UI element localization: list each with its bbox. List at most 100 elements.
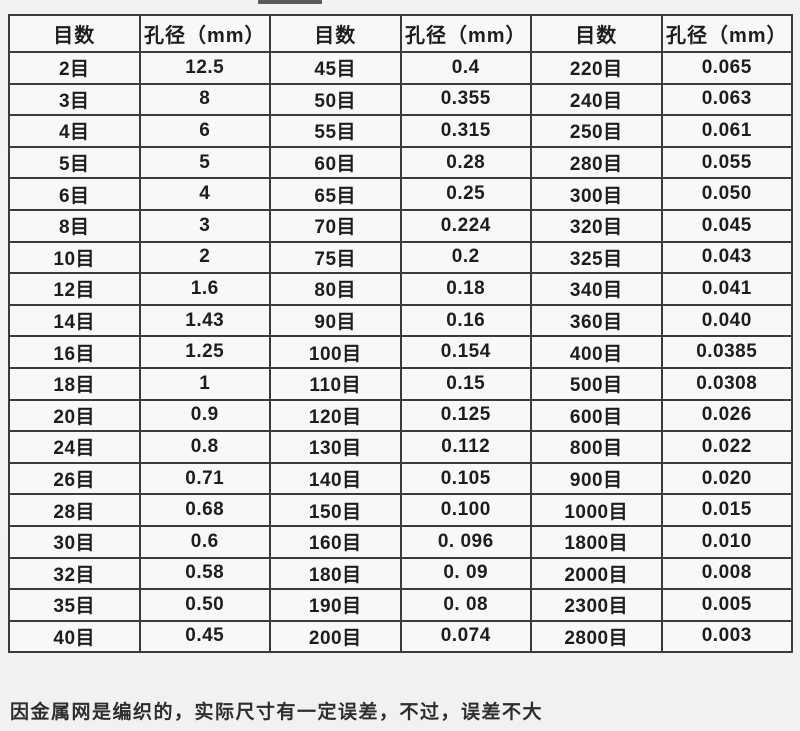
aperture-cell: 0.045 [660,208,793,243]
mesh-count-cell: 45目 [269,51,402,85]
table-row: 20目 0.9 120目 0.125 600目 0.026 [8,398,793,433]
mesh-count-header: 目数 [269,14,402,53]
mesh-count-cell: 190目 [269,588,402,622]
aperture-cell: 0.4 [399,51,532,85]
mesh-count-cell: 320目 [530,208,663,243]
aperture-cell: 0.074 [399,619,532,654]
aperture-cell: 0.315 [399,114,532,148]
aperture-cell: 0.100 [399,493,532,527]
bottom-note: 因金属网是编织的，实际尺寸有一定误差，不过，误差不大 [10,702,544,723]
aperture-cell: 3 [138,208,271,243]
aperture-header: 孔径（mm） [399,14,532,53]
table-row: 18目 1 110目 0.15 500目 0.0308 [8,366,793,401]
aperture-cell: 0.008 [660,556,793,591]
mesh-count-cell: 220目 [530,51,663,85]
aperture-cell: 0.055 [660,145,793,180]
mesh-count-cell: 2目 [8,51,141,85]
mesh-count-cell: 16目 [8,335,141,369]
aperture-cell: 0.154 [399,335,532,369]
mesh-count-cell: 35目 [8,588,141,622]
mesh-count-cell: 90目 [269,303,402,338]
mesh-count-cell: 300目 [530,177,663,211]
mesh-count-cell: 240目 [530,82,663,117]
mesh-count-cell: 8目 [8,208,141,243]
aperture-cell: 1.43 [138,303,271,338]
mesh-count-cell: 120目 [269,398,402,433]
mesh-count-cell: 1000目 [530,493,663,527]
mesh-count-cell: 180目 [269,556,402,591]
aperture-cell: 0.043 [660,240,793,275]
aperture-cell: 0.125 [399,398,532,433]
mesh-count-cell: 600目 [530,398,663,433]
mesh-count-cell: 70目 [269,208,402,243]
mesh-count-cell: 75目 [269,240,402,275]
mesh-size-table: 目数 孔径（mm） 目数 孔径（mm） 目数 孔径（mm） 2目 12.5 45目 0… [8,14,793,654]
aperture-cell: 0.15 [399,366,532,401]
table-row: 40目 0.45 200目 0.074 2800目 0.003 [8,619,793,654]
mesh-count-cell: 3目 [8,82,141,117]
aperture-cell: 2 [138,240,271,275]
table-row: 10目 2 75目 0.2 325目 0.043 [8,240,793,275]
mesh-count-cell: 500目 [530,366,663,401]
mesh-count-cell: 65目 [269,177,402,211]
table-row: 5目 5 60目 0.28 280目 0.055 [8,145,793,180]
aperture-cell: 0.28 [399,145,532,180]
table-header-row: 目数 孔径（mm） 目数 孔径（mm） 目数 孔径（mm） [8,14,793,53]
aperture-cell: 0.71 [138,461,271,496]
aperture-cell: 1.25 [138,335,271,369]
aperture-cell: 0.16 [399,303,532,338]
table-row: 6目 4 65目 0.25 300目 0.050 [8,177,793,211]
mesh-count-cell: 40目 [8,619,141,654]
aperture-cell: 0.2 [399,240,532,275]
aperture-cell: 0.015 [660,493,793,527]
table-row: 30目 0.6 160目 0. 096 1800目 0.010 [8,524,793,559]
mesh-count-cell: 2800目 [530,619,663,654]
mesh-count-cell: 55目 [269,114,402,148]
aperture-cell: 0. 096 [399,524,532,559]
mesh-count-cell: 12目 [8,272,141,306]
table-row: 4目 6 55目 0.315 250目 0.061 [8,114,793,148]
mesh-count-cell: 20目 [8,398,141,433]
aperture-cell: 0.061 [660,114,793,148]
table-row: 2目 12.5 45目 0.4 220目 0.065 [8,51,793,85]
table-row: 35目 0.50 190目 0. 08 2300目 0.005 [8,588,793,622]
mesh-count-cell: 360目 [530,303,663,338]
aperture-cell: 1.6 [138,272,271,306]
mesh-count-cell: 60目 [269,145,402,180]
aperture-cell: 0.005 [660,588,793,622]
aperture-cell: 0.224 [399,208,532,243]
mesh-count-cell: 800目 [530,430,663,464]
table-row: 16目 1.25 100目 0.154 400目 0.0385 [8,335,793,369]
aperture-cell: 0.003 [660,619,793,654]
aperture-cell: 0.040 [660,303,793,338]
mesh-count-cell: 24目 [8,430,141,464]
mesh-count-cell: 325目 [530,240,663,275]
aperture-cell: 0.8 [138,430,271,464]
table-row: 32目 0.58 180目 0. 09 2000目 0.008 [8,556,793,591]
mesh-count-cell: 26目 [8,461,141,496]
mesh-count-cell: 250目 [530,114,663,148]
aperture-cell: 0.6 [138,524,271,559]
aperture-header: 孔径（mm） [660,14,793,53]
aperture-cell: 0.020 [660,461,793,496]
aperture-cell: 0.026 [660,398,793,433]
aperture-cell: 12.5 [138,51,271,85]
aperture-cell: 0.45 [138,619,271,654]
mesh-count-cell: 2000目 [530,556,663,591]
table-row: 24目 0.8 130目 0.112 800目 0.022 [8,430,793,464]
mesh-count-cell: 30目 [8,524,141,559]
aperture-cell: 0.0308 [660,366,793,401]
aperture-cell: 4 [138,177,271,211]
mesh-count-cell: 1800目 [530,524,663,559]
mesh-count-cell: 32目 [8,556,141,591]
mesh-count-cell: 140目 [269,461,402,496]
mesh-count-cell: 6目 [8,177,141,211]
aperture-cell: 5 [138,145,271,180]
aperture-cell: 0.022 [660,430,793,464]
mesh-count-cell: 130目 [269,430,402,464]
table-row: 12目 1.6 80目 0.18 340目 0.041 [8,272,793,306]
aperture-cell: 0.9 [138,398,271,433]
aperture-cell: 0.58 [138,556,271,591]
aperture-cell: 0.25 [399,177,532,211]
aperture-cell: 0.041 [660,272,793,306]
